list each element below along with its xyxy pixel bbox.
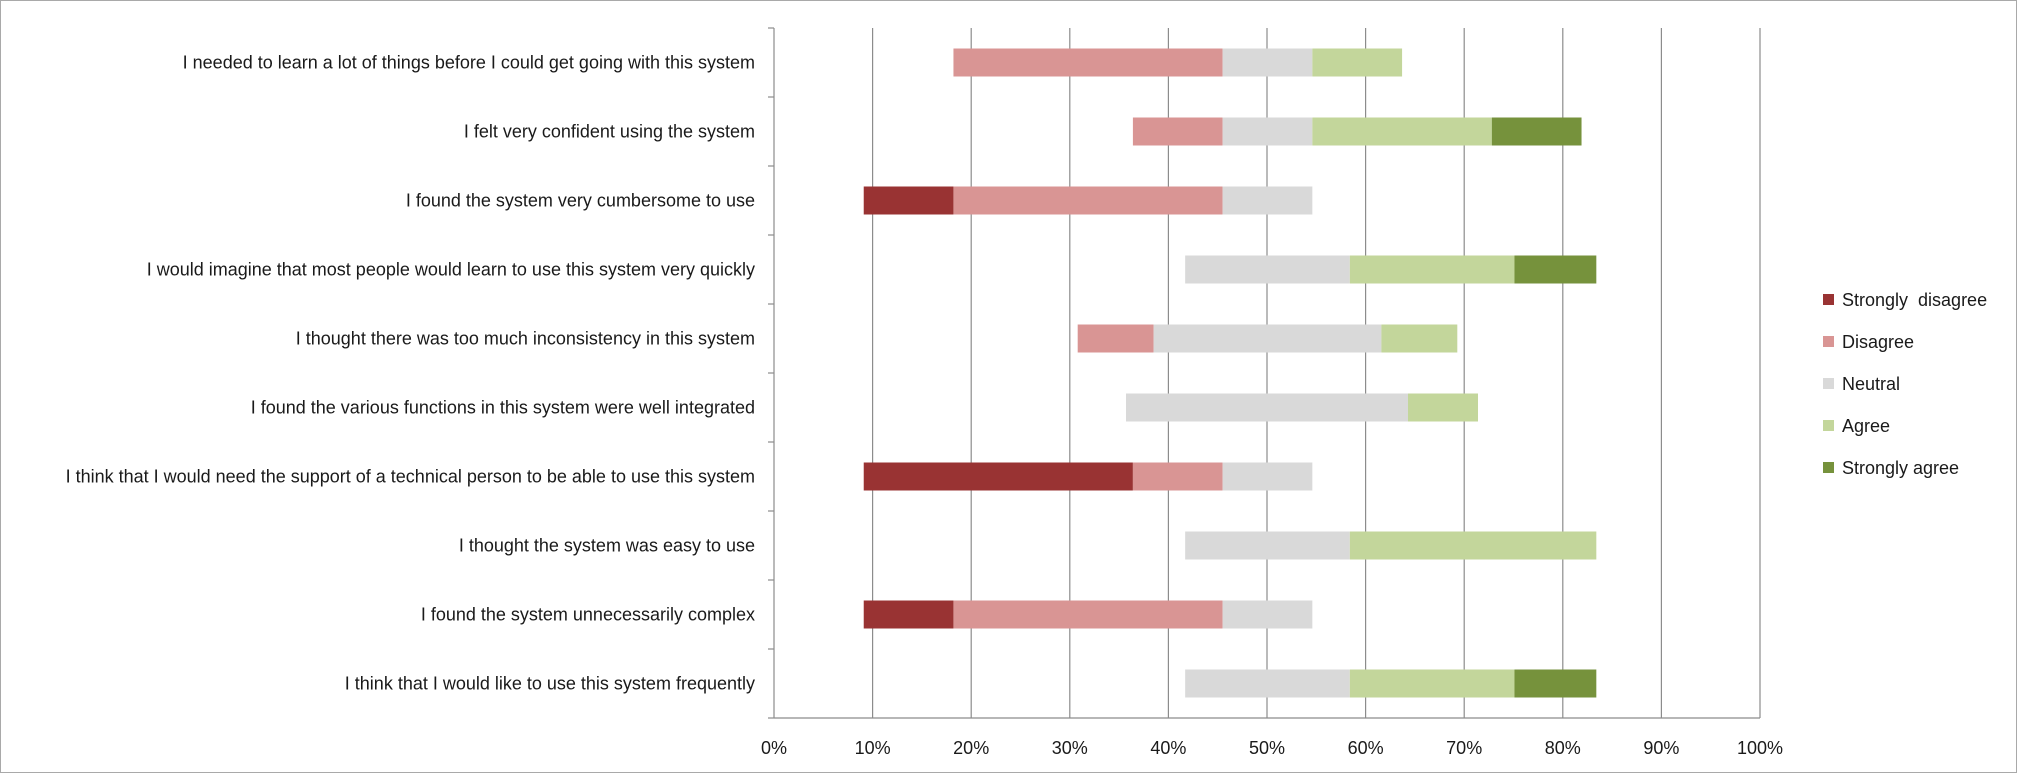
bar-segment (1381, 324, 1458, 353)
category-label: I felt very confident using the system (464, 122, 755, 142)
category-label: I think that I would like to use this sy… (345, 674, 755, 694)
legend-swatch (1823, 420, 1834, 431)
x-tick-label: 30% (1052, 738, 1088, 758)
x-tick-label: 80% (1545, 738, 1581, 758)
bar-segment (1491, 117, 1582, 146)
legend-entry: Disagree (1842, 332, 1914, 352)
category-label: I found the system unnecessarily complex (421, 605, 755, 625)
category-label: I needed to learn a lot of things before… (183, 53, 755, 73)
x-tick-label: 10% (855, 738, 891, 758)
category-label: I would imagine that most people would l… (147, 260, 755, 280)
bar-segment (1222, 462, 1313, 491)
legend-swatch (1823, 294, 1834, 305)
bar-segment (953, 48, 1223, 77)
legend-entry: Strongly agree (1842, 458, 1959, 478)
legend-entry: Agree (1842, 416, 1890, 436)
bars (863, 48, 1597, 698)
bar-segment (953, 600, 1223, 629)
x-tick-labels: 0% 10% 20% 30% 40% 50% 60% 70% 80% 90% 100% (761, 738, 1783, 758)
bar-segment (1222, 48, 1313, 77)
axes (768, 27, 1760, 719)
bar-segment (1349, 255, 1515, 284)
bar-segment (863, 600, 954, 629)
bar-segment (1126, 393, 1408, 422)
bar-segment (863, 462, 1133, 491)
x-tick-label: 60% (1348, 738, 1384, 758)
legend-swatch (1823, 378, 1834, 389)
bar-segment (1222, 600, 1313, 629)
bar-segment (1312, 117, 1492, 146)
x-tick-label: 100% (1737, 738, 1783, 758)
x-tick-label: 50% (1249, 738, 1285, 758)
category-label: I thought there was too much inconsisten… (296, 329, 755, 349)
x-tick-label: 90% (1643, 738, 1679, 758)
bar-segment (1514, 669, 1597, 698)
bar-segment (1349, 669, 1515, 698)
category-label: I think that I would need the support of… (66, 467, 755, 487)
x-tick-label: 0% (761, 738, 787, 758)
bar-segment (1132, 462, 1223, 491)
category-label: I found the system very cumbersome to us… (406, 191, 755, 211)
category-labels: I needed to learn a lot of things before… (66, 53, 755, 694)
category-label: I found the various functions in this sy… (251, 398, 755, 418)
bar-segment (1132, 117, 1223, 146)
bar-segment (1222, 186, 1313, 215)
x-tick-label: 20% (953, 738, 989, 758)
bar-segment (1185, 255, 1350, 284)
bar-segment (863, 186, 954, 215)
bar-segment (1185, 531, 1350, 560)
category-label: I thought the system was easy to use (459, 536, 755, 556)
bar-segment (1312, 48, 1403, 77)
legend-entry: Neutral (1842, 374, 1900, 394)
legend-swatch (1823, 462, 1834, 473)
bar-segment (1349, 531, 1597, 560)
bar-segment (1407, 393, 1479, 422)
bar-segment (953, 186, 1223, 215)
x-tick-label: 70% (1446, 738, 1482, 758)
legend-entry: Strongly disagree (1842, 290, 1987, 310)
x-tick-label: 40% (1150, 738, 1186, 758)
bar-segment (1222, 117, 1313, 146)
bar-segment (1153, 324, 1382, 353)
legend-swatch (1823, 336, 1834, 347)
bar-segment (1514, 255, 1597, 284)
bar-segment (1185, 669, 1350, 698)
legend: Strongly disagree Disagree Neutral Agree Str… (1823, 290, 1987, 478)
bar-segment (1077, 324, 1154, 353)
